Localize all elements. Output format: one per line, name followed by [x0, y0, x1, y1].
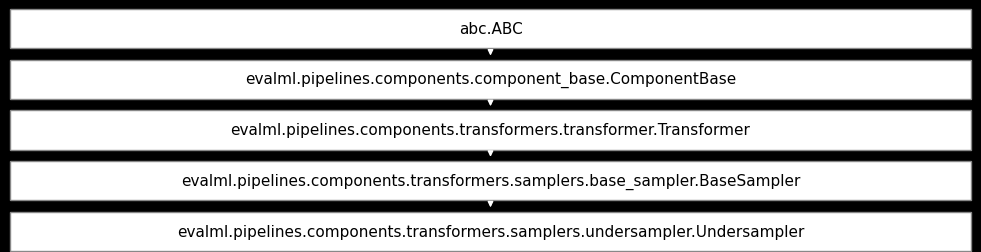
Text: evalml.pipelines.components.transformers.samplers.base_sampler.BaseSampler: evalml.pipelines.components.transformers…: [181, 173, 800, 189]
Text: evalml.pipelines.components.transformers.transformer.Transformer: evalml.pipelines.components.transformers…: [231, 123, 750, 138]
FancyBboxPatch shape: [10, 212, 971, 251]
FancyBboxPatch shape: [10, 161, 971, 200]
FancyBboxPatch shape: [10, 60, 971, 100]
FancyBboxPatch shape: [10, 10, 971, 49]
Text: evalml.pipelines.components.transformers.samplers.undersampler.Undersampler: evalml.pipelines.components.transformers…: [177, 224, 804, 239]
Text: evalml.pipelines.components.component_base.ComponentBase: evalml.pipelines.components.component_ba…: [245, 72, 736, 88]
Text: abc.ABC: abc.ABC: [459, 22, 522, 37]
FancyBboxPatch shape: [10, 111, 971, 150]
